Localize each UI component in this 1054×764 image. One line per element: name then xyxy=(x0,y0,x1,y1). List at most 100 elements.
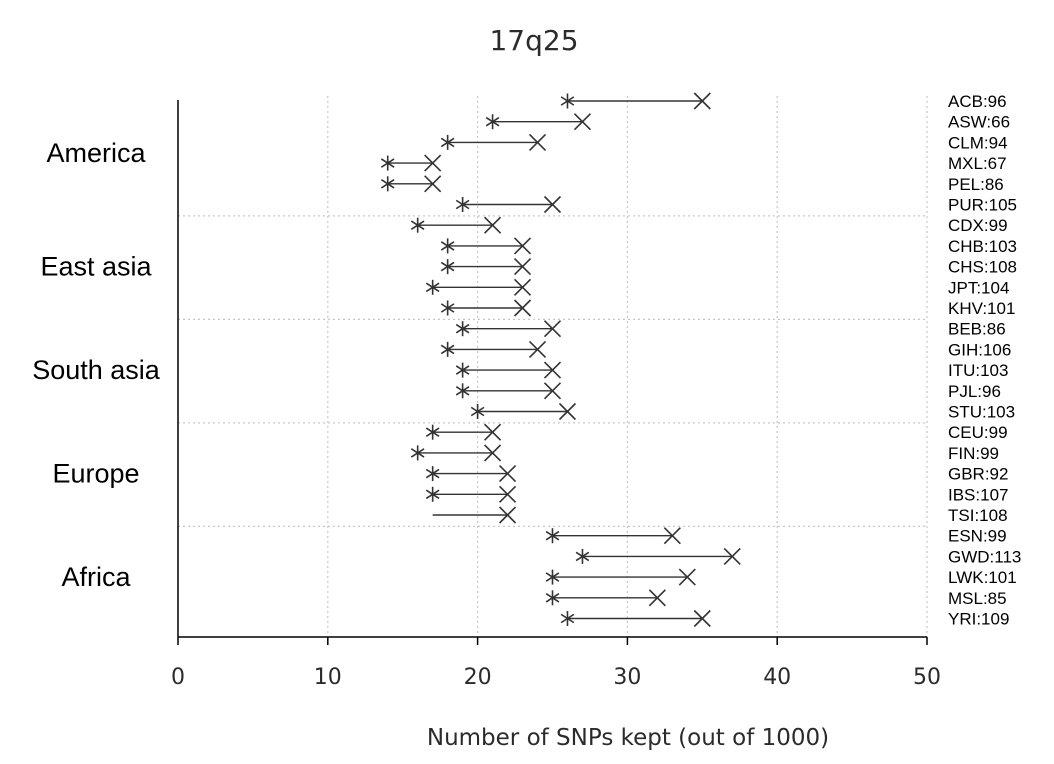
population-label: TSI:108 xyxy=(948,506,1008,525)
dumbbell-row xyxy=(455,382,562,400)
end-marker xyxy=(498,485,517,503)
population-label: ASW:66 xyxy=(948,113,1010,132)
population-label: ACB:96 xyxy=(948,92,1007,111)
x-tick-label: 50 xyxy=(913,665,941,690)
start-marker xyxy=(440,134,455,150)
end-marker xyxy=(558,402,577,421)
x-tick-labels: 0 10 20 30 40 50 xyxy=(171,665,941,690)
start-marker xyxy=(470,404,485,419)
start-marker xyxy=(380,176,395,192)
end-marker xyxy=(498,465,517,483)
start-marker xyxy=(425,279,440,295)
end-marker xyxy=(484,216,502,234)
dumbbell-row xyxy=(410,216,502,234)
dumbbell-row xyxy=(425,423,502,441)
start-marker xyxy=(545,528,560,544)
dumbbell-row xyxy=(440,299,532,317)
group-labels: America East asia South asia Europe Africa xyxy=(32,138,161,592)
start-marker xyxy=(575,548,590,564)
x-axis-label: Number of SNPs kept (out of 1000) xyxy=(427,725,829,751)
population-label: PUR:105 xyxy=(948,196,1017,215)
start-marker xyxy=(425,466,440,482)
dumbbell-row xyxy=(425,278,532,296)
x-tick-label: 20 xyxy=(464,665,492,690)
start-marker xyxy=(560,93,575,109)
end-marker xyxy=(484,444,502,462)
end-marker xyxy=(543,382,562,400)
end-marker xyxy=(543,320,562,338)
end-marker xyxy=(663,527,681,545)
population-label: YRI:109 xyxy=(948,610,1009,629)
end-marker xyxy=(528,340,547,358)
population-label: JPT:104 xyxy=(948,278,1009,297)
population-label: CDX:99 xyxy=(948,216,1008,235)
start-marker xyxy=(440,341,455,357)
end-marker xyxy=(513,299,532,317)
end-marker xyxy=(678,568,696,586)
dumbbell-row xyxy=(440,258,532,276)
end-marker xyxy=(693,92,711,110)
axes xyxy=(177,100,928,645)
population-label: CHB:103 xyxy=(948,237,1017,256)
start-marker xyxy=(455,362,470,378)
group-label: East asia xyxy=(40,252,152,282)
grid-lines xyxy=(327,96,928,637)
dumbbell-row xyxy=(575,547,741,565)
population-label: GBR:92 xyxy=(948,465,1008,484)
population-label: PJL:96 xyxy=(948,382,1001,401)
end-marker xyxy=(424,154,442,172)
dumbbell-row xyxy=(425,485,517,503)
end-marker xyxy=(513,278,532,296)
x-tick-label: 0 xyxy=(171,665,185,690)
population-label: MSL:85 xyxy=(948,589,1007,608)
end-marker xyxy=(723,547,741,565)
end-marker xyxy=(513,258,532,276)
dumbbell-row xyxy=(440,340,547,358)
end-marker xyxy=(424,175,442,193)
group-label: South asia xyxy=(32,355,161,385)
population-label: CHS:108 xyxy=(948,258,1017,277)
dumbbell-row xyxy=(455,320,562,338)
population-label: FIN:99 xyxy=(948,444,999,463)
population-label: KHV:101 xyxy=(948,299,1015,318)
x-tick-label: 30 xyxy=(613,665,641,690)
dumbbell-row xyxy=(545,527,681,545)
dumbbell-row xyxy=(545,568,696,586)
start-marker xyxy=(380,155,395,171)
dumbbell-row xyxy=(470,402,577,421)
population-label: PEL:86 xyxy=(948,175,1004,194)
group-label: America xyxy=(46,138,146,168)
end-marker xyxy=(513,237,532,255)
start-marker xyxy=(425,424,440,440)
start-marker xyxy=(440,238,455,254)
dumbbell-row xyxy=(432,506,517,524)
population-label: CEU:99 xyxy=(948,423,1008,442)
start-marker xyxy=(545,569,560,585)
end-marker xyxy=(484,423,502,441)
group-label: Europe xyxy=(52,459,139,489)
chart-title: 17q25 xyxy=(489,24,578,57)
start-marker xyxy=(410,217,425,233)
end-marker xyxy=(543,195,562,214)
start-marker xyxy=(560,611,575,626)
dumbbell-row xyxy=(440,237,532,255)
data-rows xyxy=(380,92,741,628)
dumbbell-row xyxy=(560,92,711,110)
dumbbell-row xyxy=(485,113,592,131)
x-tick-label: 40 xyxy=(763,665,791,690)
population-label: CLM:94 xyxy=(948,133,1008,152)
dumbbell-row xyxy=(545,589,666,607)
start-marker xyxy=(440,259,455,275)
population-label: ITU:103 xyxy=(948,361,1008,380)
end-marker xyxy=(693,609,711,628)
population-label: IBS:107 xyxy=(948,485,1009,504)
start-marker xyxy=(425,486,440,502)
end-marker xyxy=(573,113,592,131)
dumbbell-row xyxy=(380,175,442,193)
start-marker xyxy=(455,197,470,212)
start-marker xyxy=(545,590,560,606)
population-label: MXL:67 xyxy=(948,154,1007,173)
population-label: GWD:113 xyxy=(948,547,1021,566)
